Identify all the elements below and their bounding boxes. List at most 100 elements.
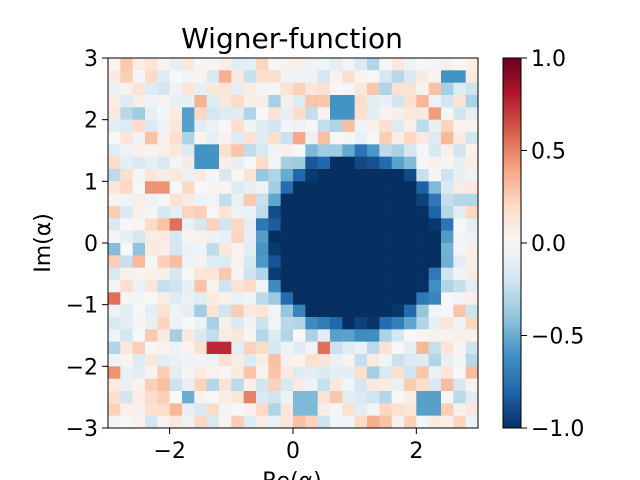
heatmap-cell <box>465 304 479 318</box>
heatmap-cell <box>231 193 245 207</box>
heatmap-cell <box>293 193 306 207</box>
heatmap-cell <box>317 366 331 380</box>
heatmap-cell <box>256 403 269 417</box>
heatmap-cell <box>169 70 183 84</box>
heatmap-cell <box>428 329 442 343</box>
heatmap-cell <box>120 119 134 133</box>
heatmap-cell <box>317 378 331 392</box>
heatmap-cell <box>465 415 479 429</box>
heatmap-cell <box>367 366 380 380</box>
heatmap-cell <box>453 304 467 318</box>
heatmap-cell <box>441 366 454 380</box>
heatmap-cell <box>243 391 257 404</box>
heatmap-cell <box>182 156 195 170</box>
heatmap-cell <box>391 156 405 170</box>
heatmap-cell <box>428 267 442 281</box>
heatmap-cell <box>157 415 171 429</box>
heatmap-cell <box>416 107 430 121</box>
heatmap-cell <box>182 144 195 158</box>
heatmap-cell <box>231 354 245 367</box>
heatmap-cell <box>330 391 343 404</box>
heatmap-cell <box>354 82 368 96</box>
heatmap-cell <box>206 181 220 195</box>
heatmap-cell <box>453 267 467 281</box>
heatmap-cell <box>367 206 380 219</box>
heatmap-cell <box>231 107 245 121</box>
heatmap-cell <box>416 304 430 318</box>
heatmap-cell <box>157 144 171 158</box>
heatmap-cell <box>404 267 417 281</box>
heatmap-cell <box>219 206 232 219</box>
heatmap-cell <box>132 95 146 108</box>
heatmap-cell <box>428 119 442 133</box>
heatmap-cell <box>120 132 134 145</box>
heatmap-cell <box>194 218 208 232</box>
heatmap-cell <box>293 107 306 121</box>
y-tick-label: 2 <box>84 109 98 134</box>
heatmap-cell <box>416 230 430 244</box>
heatmap-cell <box>231 119 245 133</box>
heatmap-cell <box>330 181 343 195</box>
heatmap-cell <box>157 206 171 219</box>
heatmap-cell <box>219 243 232 256</box>
heatmap-cell <box>330 354 343 367</box>
heatmap-cell <box>354 95 368 108</box>
x-axis: −2 0 2 <box>153 428 423 464</box>
heatmap-cell <box>206 366 220 380</box>
heatmap-cell <box>206 403 220 417</box>
heatmap-cell <box>206 144 220 158</box>
heatmap-cell <box>342 70 356 84</box>
heatmap-cell <box>441 255 454 269</box>
heatmap-cell <box>293 95 306 108</box>
heatmap-cell <box>206 280 220 293</box>
heatmap-cell <box>108 255 121 269</box>
heatmap-cell <box>182 366 195 380</box>
heatmap-cell <box>354 403 368 417</box>
heatmap-cell <box>280 95 294 108</box>
heatmap-cell <box>453 280 467 293</box>
heatmap-cell <box>293 243 306 256</box>
heatmap-cell <box>169 193 183 207</box>
heatmap-cell <box>132 70 146 84</box>
heatmap-cell <box>256 243 269 256</box>
heatmap-cell <box>169 341 183 355</box>
heatmap-cell <box>132 230 146 244</box>
heatmap-cell <box>342 292 356 306</box>
heatmap-cell <box>243 107 257 121</box>
heatmap-cell <box>206 292 220 306</box>
x-tick-label: −2 <box>153 439 185 464</box>
heatmap-cell <box>391 415 405 429</box>
heatmap-cell <box>391 317 405 330</box>
heatmap-cell <box>416 156 430 170</box>
heatmap-cell <box>132 267 146 281</box>
heatmap-cell <box>243 403 257 417</box>
heatmap-cell <box>367 144 380 158</box>
heatmap-cell <box>268 354 282 367</box>
heatmap-cell <box>465 255 479 269</box>
heatmap-cell <box>465 403 479 417</box>
heatmap-cell <box>194 230 208 244</box>
heatmap-cell <box>428 403 442 417</box>
heatmap-cell <box>268 341 282 355</box>
heatmap-cell <box>293 341 306 355</box>
heatmap-cell <box>453 230 467 244</box>
heatmap-cell <box>194 156 208 170</box>
heatmap-cell <box>453 378 467 392</box>
heatmap-cell <box>243 341 257 355</box>
heatmap-cell <box>465 366 479 380</box>
heatmap-cell <box>194 415 208 429</box>
heatmap-cell <box>293 82 306 96</box>
heatmap-cell <box>169 267 183 281</box>
heatmap-cell <box>367 341 380 355</box>
heatmap-cell <box>182 181 195 195</box>
heatmap-cell <box>342 181 356 195</box>
heatmap-cell <box>465 107 479 121</box>
heatmap-cell <box>243 280 257 293</box>
heatmap-cell <box>120 415 134 429</box>
heatmap-cell <box>441 95 454 108</box>
heatmap-cell <box>404 292 417 306</box>
heatmap-cell <box>317 206 331 219</box>
heatmap-cell <box>219 58 232 71</box>
heatmap-cell <box>280 156 294 170</box>
heatmap-cell <box>416 403 430 417</box>
